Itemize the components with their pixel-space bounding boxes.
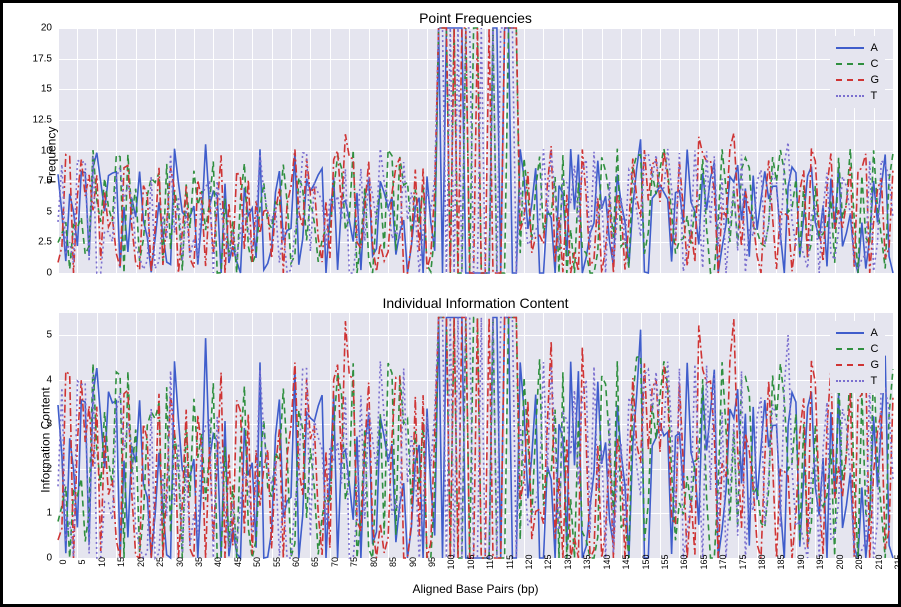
- xtick-label: 210: [874, 554, 884, 569]
- legend-label-t: T: [870, 88, 877, 104]
- ytick-label: 4: [46, 374, 52, 385]
- legend-swatch-t: [836, 95, 864, 97]
- legend-swatch-g: [836, 79, 864, 81]
- legend-item-t: T: [836, 88, 879, 104]
- xtick-label: 150: [641, 554, 651, 569]
- legend-swatch-c: [836, 63, 864, 65]
- ytick-label: 1: [46, 508, 52, 519]
- xtick-label: 95: [427, 557, 437, 567]
- top-plot-area: [58, 28, 893, 273]
- ytick-label: 17.5: [33, 53, 52, 64]
- xtick-label: 50: [252, 557, 262, 567]
- legend-item-a: A: [836, 40, 879, 56]
- legend-item-a-2: A: [836, 325, 879, 341]
- xtick-label: 100: [446, 554, 456, 569]
- xtick-label: 180: [757, 554, 767, 569]
- ytick-label: 0: [46, 553, 52, 564]
- xtick-label: 195: [815, 554, 825, 569]
- legend-label-g: G: [870, 72, 879, 88]
- legend-item-g: G: [836, 72, 879, 88]
- xtick-label: 205: [854, 554, 864, 569]
- legend-swatch-t-2: [836, 380, 864, 382]
- top-chart: Point Frequencies Frequency 02.557.51012…: [58, 28, 893, 273]
- xtick-label: 140: [602, 554, 612, 569]
- xtick-label: 5: [77, 559, 87, 564]
- legend-label-a: A: [870, 40, 877, 56]
- xtick-label: 125: [543, 554, 553, 569]
- legend-label-g-2: G: [870, 357, 879, 373]
- bottom-chart-title: Individual Information Content: [58, 295, 893, 311]
- xtick-label: 45: [233, 557, 243, 567]
- ytick-label: 12.5: [33, 114, 52, 125]
- bottom-plot-area: [58, 313, 893, 558]
- xtick-label: 215: [893, 554, 901, 569]
- xtick-label: 145: [621, 554, 631, 569]
- xtick-label: 185: [776, 554, 786, 569]
- ytick-label: 7.5: [38, 176, 52, 187]
- xtick-label: 60: [291, 557, 301, 567]
- xtick-label: 120: [524, 554, 534, 569]
- legend-swatch-c-2: [836, 348, 864, 350]
- xtick-label: 165: [699, 554, 709, 569]
- figure-container: Point Frequencies Frequency 02.557.51012…: [0, 0, 901, 607]
- legend-item-t-2: T: [836, 373, 879, 389]
- xtick-label: 55: [272, 557, 282, 567]
- xtick-label: 175: [738, 554, 748, 569]
- xtick-label: 25: [155, 557, 165, 567]
- legend-label-a-2: A: [870, 325, 877, 341]
- bottom-ylabel: Information Content: [39, 387, 53, 492]
- xtick-label: 70: [330, 557, 340, 567]
- xtick-label: 15: [116, 557, 126, 567]
- ytick-label: 15: [41, 84, 52, 95]
- ytick-label: 5: [46, 206, 52, 217]
- legend-swatch-g-2: [836, 364, 864, 366]
- ytick-label: 2.5: [38, 237, 52, 248]
- xtick-label: 40: [213, 557, 223, 567]
- xtick-label: 75: [349, 557, 359, 567]
- top-legend: A C G T: [830, 36, 885, 108]
- xtick-label: 30: [175, 557, 185, 567]
- bottom-chart: Individual Information Content Informati…: [58, 313, 893, 558]
- legend-item-g-2: G: [836, 357, 879, 373]
- xtick-label: 130: [563, 554, 573, 569]
- xtick-label: 200: [835, 554, 845, 569]
- xtick-label: 35: [194, 557, 204, 567]
- legend-label-t-2: T: [870, 373, 877, 389]
- xtick-label: 160: [679, 554, 689, 569]
- xtick-label: 65: [310, 557, 320, 567]
- xtick-label: 0: [58, 559, 68, 564]
- legend-swatch-a-2: [836, 332, 864, 334]
- bottom-legend: A C G T: [830, 321, 885, 393]
- ytick-label: 20: [41, 23, 52, 34]
- ytick-label: 2: [46, 463, 52, 474]
- xtick-label: 10: [97, 557, 107, 567]
- ytick-label: 0: [46, 268, 52, 279]
- legend-item-c-2: C: [836, 341, 879, 357]
- xtick-label: 170: [718, 554, 728, 569]
- legend-item-c: C: [836, 56, 879, 72]
- top-chart-title: Point Frequencies: [58, 10, 893, 26]
- xtick-label: 20: [136, 557, 146, 567]
- xtick-label: 105: [466, 554, 476, 569]
- legend-label-c-2: C: [870, 341, 878, 357]
- xtick-label: 110: [485, 555, 495, 569]
- xtick-label: 190: [796, 554, 806, 569]
- xtick-label: 90: [408, 557, 418, 567]
- ytick-label: 5: [46, 330, 52, 341]
- xtick-label: 135: [582, 554, 592, 569]
- xtick-label: 155: [660, 554, 670, 569]
- xlabel: Aligned Base Pairs (bp): [58, 582, 893, 596]
- legend-label-c: C: [870, 56, 878, 72]
- ytick-label: 10: [41, 145, 52, 156]
- legend-swatch-a: [836, 47, 864, 49]
- xtick-label: 80: [369, 557, 379, 567]
- ytick-label: 3: [46, 419, 52, 430]
- xtick-label: 115: [505, 555, 515, 569]
- xtick-label: 85: [388, 557, 398, 567]
